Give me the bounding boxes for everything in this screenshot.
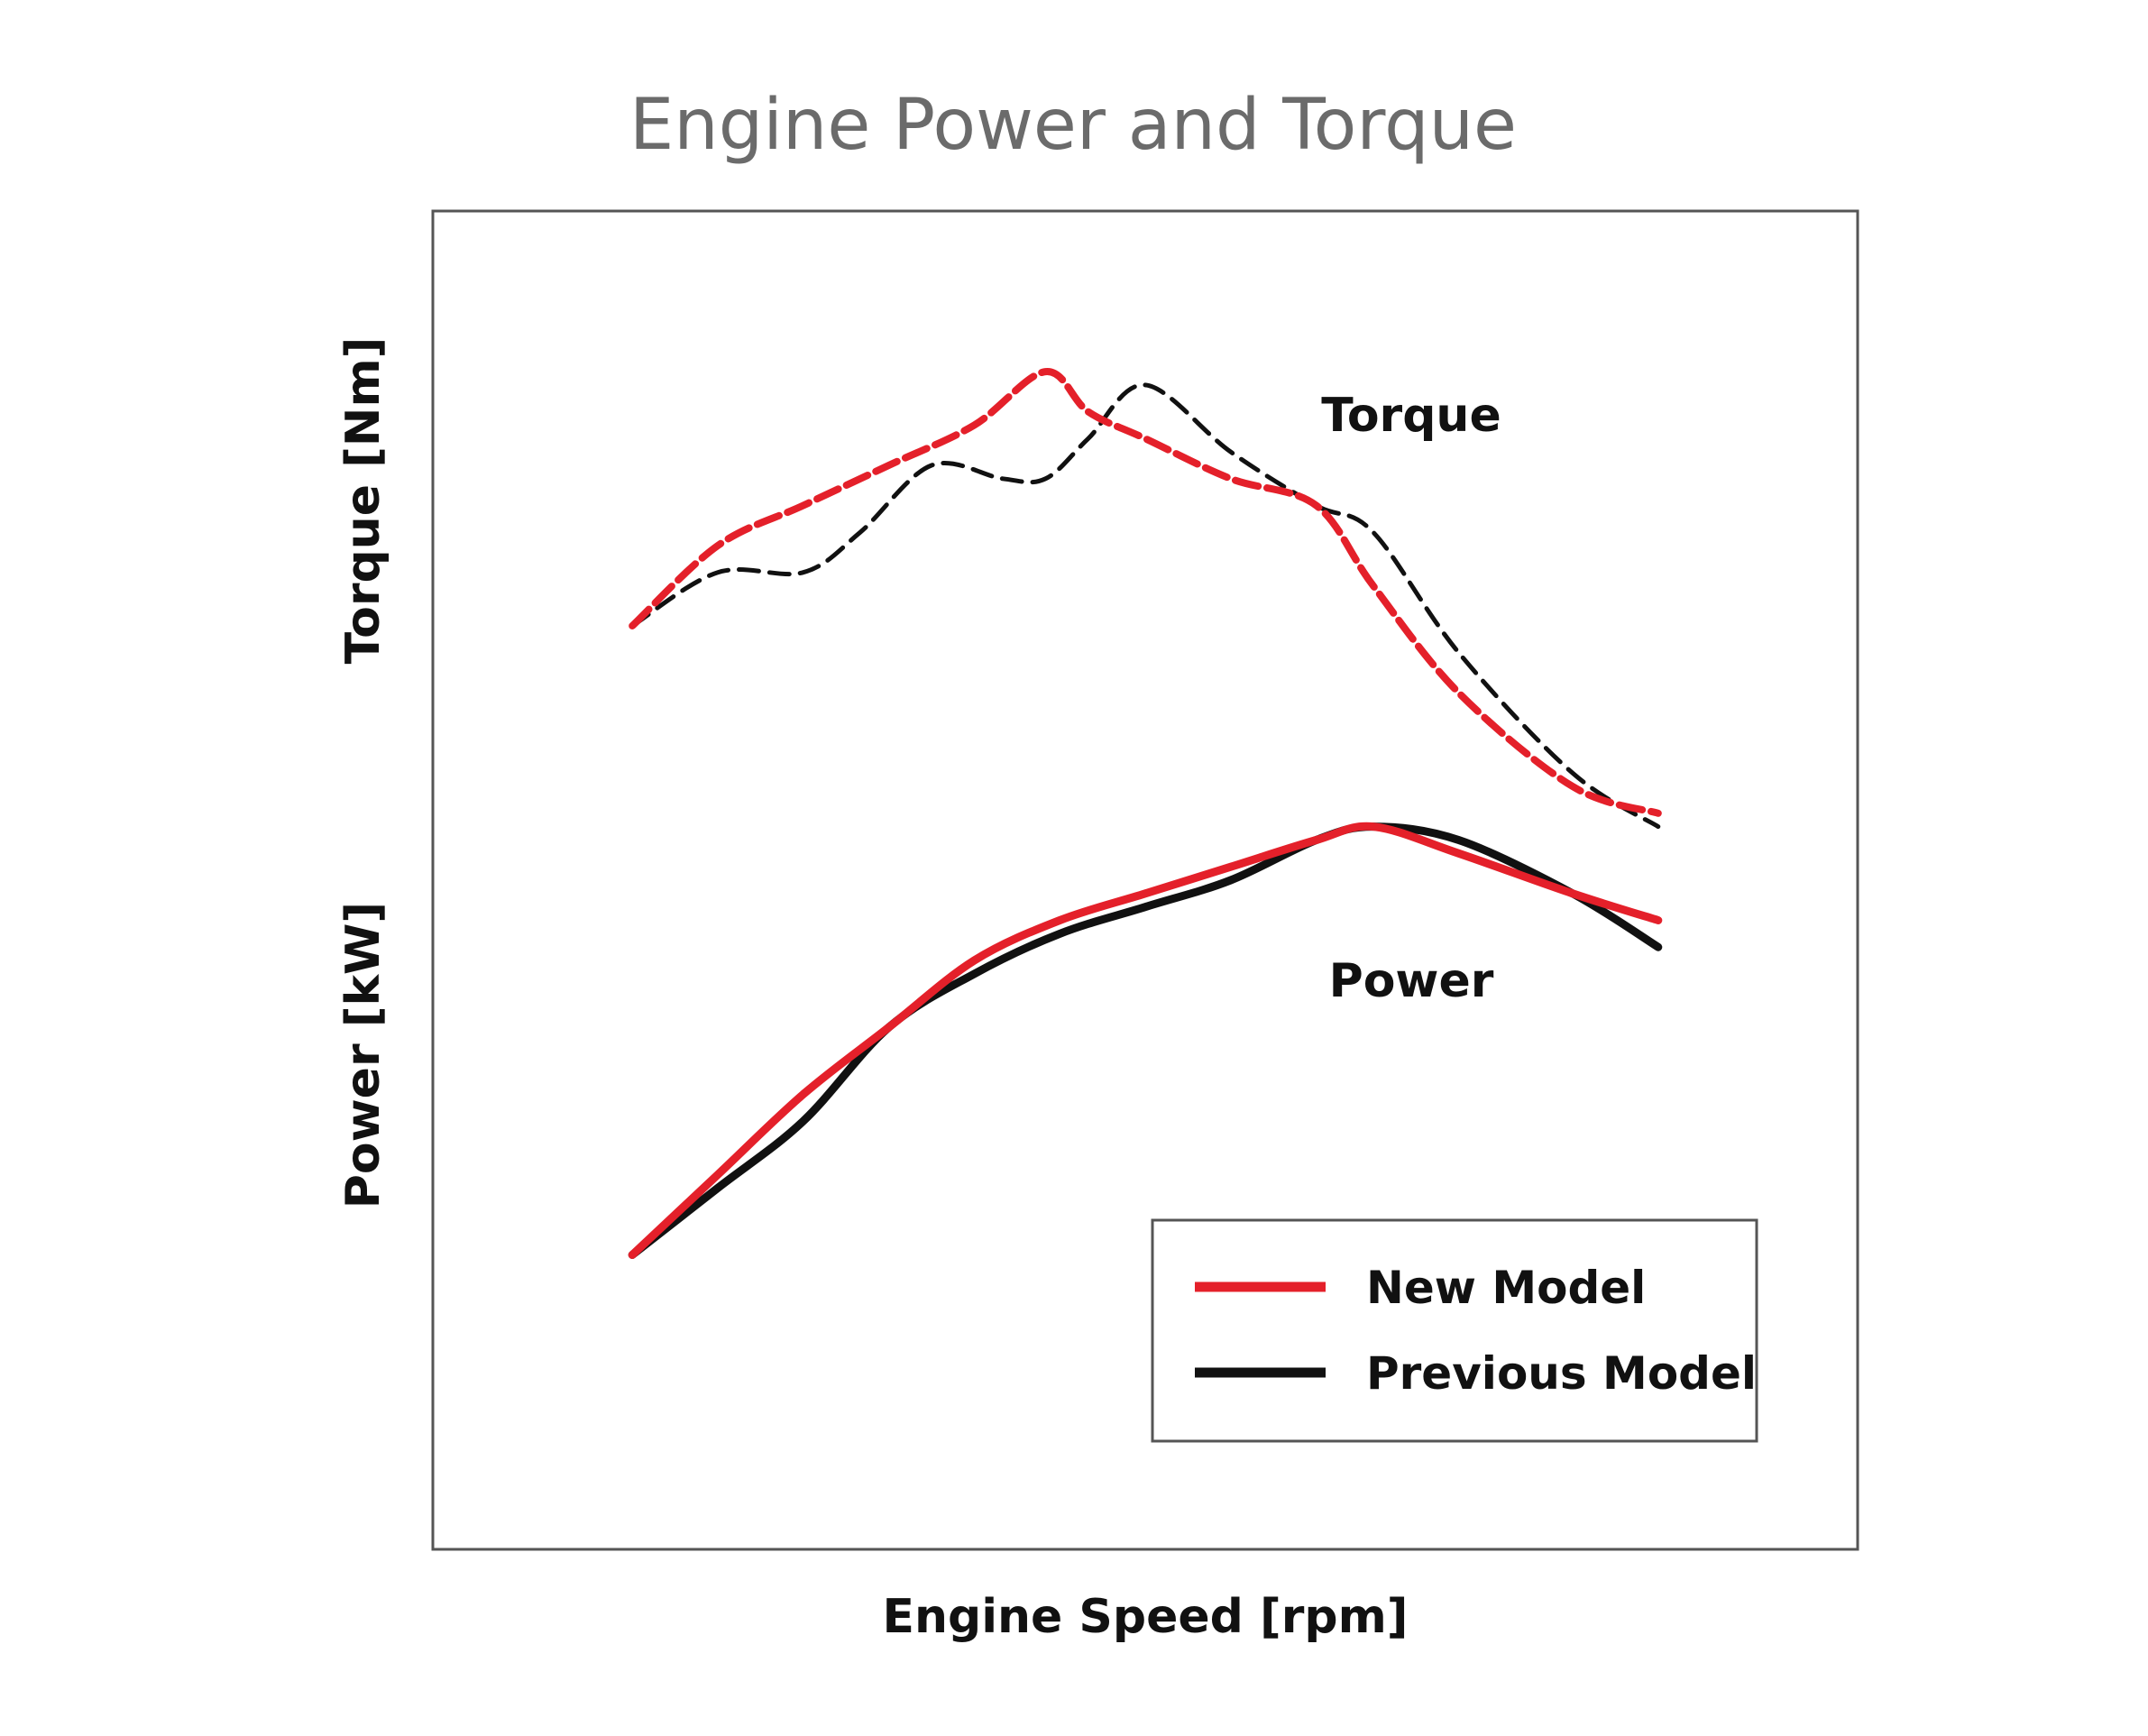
series-line-torque-new-model [629, 368, 1662, 817]
series-line-power-previous-model [628, 822, 1663, 1259]
y-axis-label-torque: Torque [Nm] [336, 337, 390, 665]
legend: New Model Previous Model [1151, 1218, 1758, 1443]
series-layer [628, 368, 1663, 1259]
x-axis-label: Engine Speed [rpm] [882, 1590, 1408, 1644]
legend-box [1151, 1218, 1758, 1443]
chart-title: Engine Power and Torque [629, 85, 1517, 166]
y-axis-label-power: Power [kW] [336, 902, 390, 1208]
legend-label-new-model: New Model [1366, 1262, 1646, 1314]
torque-curve-label: Torque [1321, 389, 1501, 443]
series-line-power-new-model [628, 822, 1663, 1259]
legend-label-previous-model: Previous Model [1366, 1347, 1757, 1400]
power-curve-label: Power [1329, 954, 1494, 1008]
